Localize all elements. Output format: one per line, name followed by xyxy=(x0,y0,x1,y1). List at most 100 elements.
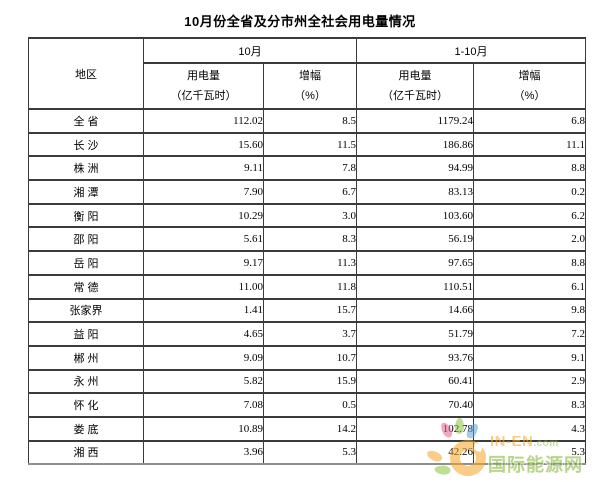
region-cell: 全 省 xyxy=(28,108,144,134)
table-row: 张家界 1.41 15.7 14.66 9.8 xyxy=(28,297,586,324)
sub-header-line1: 用电量 xyxy=(398,70,432,82)
table-row: 怀 化 7.08 0.5 70.40 8.3 xyxy=(28,392,586,418)
region-cell: 益 阳 xyxy=(28,321,144,347)
value-cell: 0.2 xyxy=(473,179,586,205)
column-group-jan-to-oct: 1-10月 xyxy=(356,37,586,64)
region-cell: 衡 阳 xyxy=(28,202,144,229)
region-cell: 永 州 xyxy=(28,368,144,395)
value-cell: 11.5 xyxy=(263,131,357,158)
table-row: 常 德 11.00 11.8 110.51 6.1 xyxy=(28,273,586,300)
value-cell: 7.08 xyxy=(143,392,264,418)
region-cell: 常 德 xyxy=(28,273,144,300)
sub-header-line1: 用电量 xyxy=(187,70,220,82)
value-cell: 9.17 xyxy=(143,250,264,276)
table-row: 郴 州 9.09 10.7 93.76 9.1 xyxy=(28,344,586,371)
value-cell: 102.78 xyxy=(356,415,474,442)
value-cell: 7.90 xyxy=(143,179,264,205)
value-cell: 70.40 xyxy=(356,392,474,418)
column-header-ytd-consumption: 用电量 （亿千瓦时） xyxy=(356,62,474,110)
value-cell: 6.7 xyxy=(263,179,357,205)
value-cell: 6.2 xyxy=(473,202,586,229)
value-cell: 4.3 xyxy=(473,415,586,442)
value-cell: 4.65 xyxy=(143,321,264,347)
value-cell: 97.65 xyxy=(356,250,474,276)
value-cell: 11.00 xyxy=(143,273,264,300)
value-cell: 5.3 xyxy=(263,439,357,466)
value-cell: 7.2 xyxy=(473,321,586,347)
table-row: 长 沙 15.60 11.5 186.86 11.1 xyxy=(28,131,586,158)
value-cell: 51.79 xyxy=(356,321,474,347)
region-cell: 岳 阳 xyxy=(28,250,144,276)
value-cell: 10.89 xyxy=(143,415,264,442)
column-header-ytd-growth: 增幅 （%） xyxy=(473,62,586,110)
table-row: 岳 阳 9.17 11.3 97.65 8.8 xyxy=(28,250,586,276)
value-cell: 103.60 xyxy=(356,202,474,229)
value-cell: 11.1 xyxy=(473,131,586,158)
logo-petal-green2-icon xyxy=(434,464,451,476)
value-cell: 186.86 xyxy=(356,131,474,158)
electricity-table: 地区 10月 1-10月 用电量 （亿千瓦时） 增幅 （%） 用电量 （亿千瓦时… xyxy=(28,37,586,466)
value-cell: 6.1 xyxy=(473,273,586,300)
value-cell: 1179.24 xyxy=(356,108,474,134)
region-cell: 湘 潭 xyxy=(28,179,144,205)
value-cell: 14.66 xyxy=(356,297,474,324)
value-cell: 7.8 xyxy=(263,155,357,182)
value-cell: 94.99 xyxy=(356,155,474,182)
sub-header-line2: （亿千瓦时） xyxy=(382,90,448,102)
value-cell: 15.60 xyxy=(143,131,264,158)
region-cell: 株 洲 xyxy=(28,155,144,182)
value-cell: 11.8 xyxy=(263,273,357,300)
sub-header-line1: 增幅 xyxy=(518,70,541,82)
value-cell: 3.7 xyxy=(263,321,357,347)
table-row: 湘 西 3.96 5.3 42.26 5.3 xyxy=(28,439,586,466)
region-cell: 邵 阳 xyxy=(28,226,144,253)
value-cell: 5.3 xyxy=(473,439,586,466)
value-cell: 93.76 xyxy=(356,344,474,371)
region-cell: 长 沙 xyxy=(28,131,144,158)
page-title: 10月份全省及分市州全社会用电量情况 xyxy=(184,14,416,29)
value-cell: 56.19 xyxy=(356,226,474,253)
value-cell: 2.9 xyxy=(473,368,586,395)
value-cell: 8.8 xyxy=(473,250,586,276)
sub-header-line2: （%） xyxy=(513,90,546,102)
value-cell: 5.82 xyxy=(143,368,264,395)
group-header-row: 地区 10月 1-10月 xyxy=(28,37,586,110)
table-row: 邵 阳 5.61 8.3 56.19 2.0 xyxy=(28,226,586,253)
value-cell: 9.8 xyxy=(473,297,586,324)
value-cell: 83.13 xyxy=(356,179,474,205)
column-header-oct-growth: 增幅 （%） xyxy=(263,62,357,110)
value-cell: 110.51 xyxy=(356,273,474,300)
value-cell: 2.0 xyxy=(473,226,586,253)
value-cell: 1.41 xyxy=(143,297,264,324)
value-cell: 11.3 xyxy=(263,250,357,276)
value-cell: 5.61 xyxy=(143,226,264,253)
table-row: 衡 阳 10.29 3.0 103.60 6.2 xyxy=(28,202,586,229)
table-row: 娄 底 10.89 14.2 102.78 4.3 xyxy=(28,415,586,442)
value-cell: 3.0 xyxy=(263,202,357,229)
value-cell: 9.09 xyxy=(143,344,264,371)
value-cell: 10.29 xyxy=(143,202,264,229)
value-cell: 8.8 xyxy=(473,155,586,182)
value-cell: 15.7 xyxy=(263,297,357,324)
sub-header-line2: （%） xyxy=(294,90,326,102)
value-cell: 0.5 xyxy=(263,392,357,418)
table-row: 湘 潭 7.90 6.7 83.13 0.2 xyxy=(28,179,586,205)
value-cell: 42.26 xyxy=(356,439,474,466)
region-cell: 张家界 xyxy=(28,297,144,324)
region-cell: 娄 底 xyxy=(28,415,144,442)
value-cell: 10.7 xyxy=(263,344,357,371)
value-cell: 8.5 xyxy=(263,108,357,134)
column-header-region: 地区 xyxy=(28,37,144,110)
region-cell: 郴 州 xyxy=(28,344,144,371)
value-cell: 8.3 xyxy=(473,392,586,418)
sub-header-line2: （亿千瓦时） xyxy=(170,90,237,102)
table-body: 全 省 112.02 8.5 1179.24 6.8 长 沙 15.60 11.5 186.86… xyxy=(28,108,586,466)
sub-header-row: 用电量 （亿千瓦时） 增幅 （%） 用电量 （亿千瓦时） 增幅 （%） xyxy=(29,62,586,110)
value-cell: 60.41 xyxy=(356,368,474,395)
value-cell: 6.8 xyxy=(473,108,586,134)
value-cell: 112.02 xyxy=(143,108,264,134)
value-cell: 9.1 xyxy=(473,344,586,371)
region-cell: 怀 化 xyxy=(28,392,144,418)
value-cell: 8.3 xyxy=(263,226,357,253)
value-cell: 9.11 xyxy=(143,155,264,182)
